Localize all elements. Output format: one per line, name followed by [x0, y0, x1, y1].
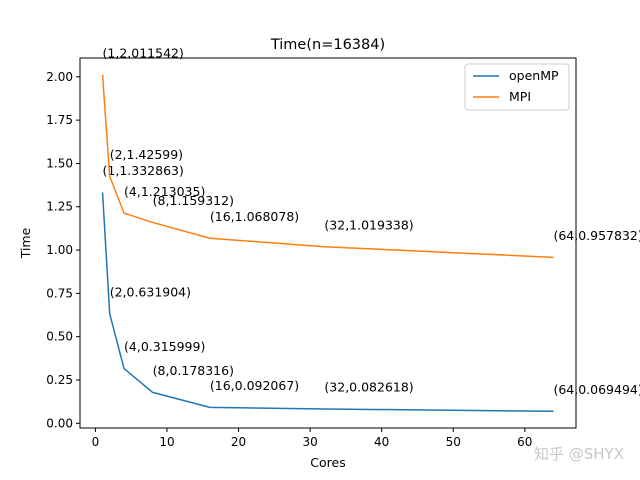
- x-tick-label: 20: [231, 435, 246, 449]
- x-tick-label: 0: [92, 435, 100, 449]
- data-label-mpi: (4,1.213035): [124, 184, 205, 199]
- chart-title: Time(n=16384): [270, 37, 385, 53]
- y-tick-label: 0.25: [46, 373, 73, 387]
- x-axis-label: Cores: [310, 455, 345, 470]
- y-tick-label: 0.75: [46, 286, 73, 300]
- legend: openMP MPI: [464, 63, 570, 111]
- data-label-mpi: (1,2.011542): [103, 45, 184, 60]
- data-label-mpi: (16,1.068078): [210, 209, 299, 224]
- y-axis-label: Time: [18, 227, 33, 259]
- data-label-openmp: (8,0.178316): [153, 363, 234, 378]
- y-tick-label: 1.75: [46, 113, 73, 127]
- data-label-openmp: (32,0.082618): [324, 380, 413, 395]
- y-axis: 0.00 0.25 0.50 0.75 1.00 1.25 1.50 1.75 2.00: [46, 70, 80, 430]
- data-label-mpi: (2,1.42599): [110, 147, 183, 162]
- series-line-mpi: [101, 74, 554, 259]
- legend-label-openmp: openMP: [509, 68, 559, 83]
- x-tick-label: 30: [302, 435, 317, 449]
- data-label-openmp: (2,0.631904): [110, 285, 191, 300]
- y-tick-label: 1.00: [46, 243, 73, 257]
- data-label-mpi: (8,1.159312): [153, 193, 234, 208]
- plot-frame: [79, 57, 577, 429]
- y-tick-label: 0.00: [46, 416, 73, 430]
- watermark: 知乎 @SHYX: [534, 445, 624, 463]
- data-label-openmp: (1,1.332863): [103, 163, 184, 178]
- data-label-mpi: (32,1.019338): [324, 217, 413, 232]
- series-line-openmp: [101, 192, 554, 413]
- y-tick-label: 2.00: [46, 70, 73, 84]
- data-label-mpi: (64,0.957832): [553, 228, 640, 243]
- x-axis: 0 10 20 30 40 50 60: [92, 428, 532, 449]
- x-tick-label: 60: [517, 435, 532, 449]
- x-tick-label: 40: [374, 435, 389, 449]
- x-tick-label: 50: [446, 435, 461, 449]
- y-tick-label: 0.50: [46, 330, 73, 344]
- data-label-openmp: (16,0.092067): [210, 378, 299, 393]
- data-label-openmp: (64,0.069494): [553, 382, 640, 397]
- legend-label-mpi: MPI: [509, 89, 531, 104]
- y-tick-label: 1.25: [46, 200, 73, 214]
- data-label-openmp: (4,0.315999): [124, 339, 205, 354]
- y-tick-label: 1.50: [46, 156, 73, 170]
- x-tick-label: 10: [159, 435, 174, 449]
- plot-area: (1,1.332863) (2,0.631904) (4,0.315999) (8,0…: [101, 45, 640, 413]
